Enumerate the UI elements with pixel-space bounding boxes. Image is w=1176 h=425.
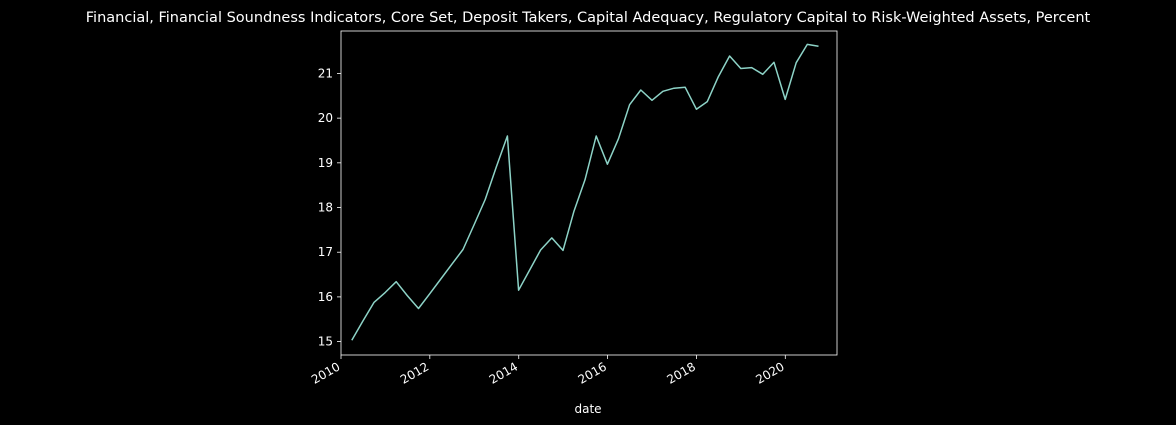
x-tick-label: 2018 — [665, 359, 698, 386]
y-tick-label: 15 — [318, 335, 333, 349]
x-tick-label: 2016 — [576, 359, 609, 386]
x-tick-label: 2010 — [309, 359, 342, 386]
y-tick-label: 20 — [318, 111, 333, 125]
x-tick-label: 2020 — [753, 359, 786, 386]
x-tick-label: 2012 — [398, 359, 431, 386]
y-tick-label: 17 — [318, 245, 333, 259]
y-tick-label: 21 — [318, 66, 333, 80]
x-tick-label: 2014 — [487, 359, 520, 386]
y-tick-label: 18 — [318, 201, 333, 215]
y-axis: 15 16 17 18 19 20 21 — [318, 66, 341, 349]
plot-frame — [340, 30, 838, 356]
y-tick-label: 16 — [318, 290, 333, 304]
x-axis-label: date — [574, 402, 601, 416]
y-tick-label: 19 — [318, 156, 333, 170]
series-line — [351, 43, 819, 341]
chart-title: Financial, Financial Soundness Indicator… — [86, 10, 1091, 26]
plot-area — [340, 30, 838, 356]
x-axis: 2010 2012 2014 2016 2018 2020 — [309, 355, 787, 387]
